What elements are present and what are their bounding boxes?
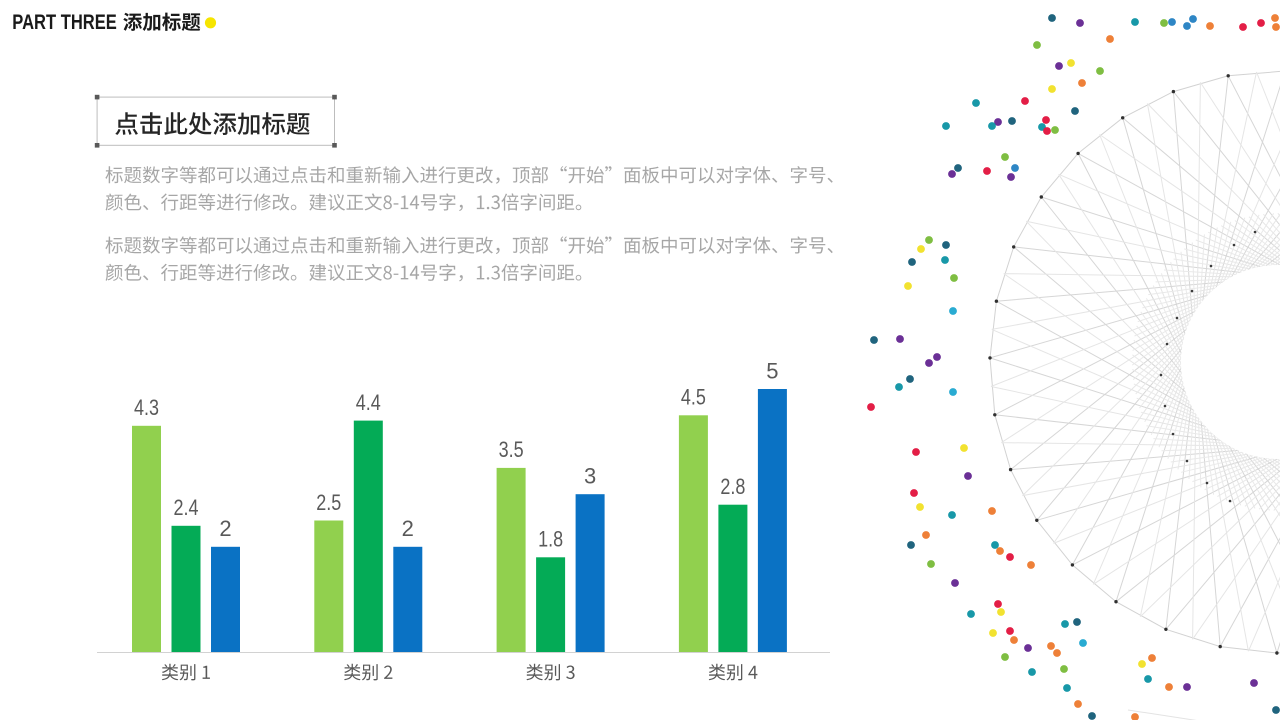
svg-text:5: 5 [766, 358, 778, 383]
svg-text:2.4: 2.4 [174, 495, 199, 520]
svg-text:3.5: 3.5 [499, 437, 524, 462]
svg-text:3: 3 [584, 464, 596, 489]
svg-text:1.8: 1.8 [538, 527, 563, 552]
svg-text:2: 2 [402, 516, 414, 541]
svg-text:2.5: 2.5 [316, 490, 341, 515]
svg-text:4.3: 4.3 [134, 395, 159, 420]
svg-text:2.8: 2.8 [720, 474, 745, 499]
svg-text:4.4: 4.4 [356, 390, 381, 415]
svg-text:4.5: 4.5 [681, 385, 706, 410]
svg-text:PART THREE: PART THREE [12, 11, 117, 34]
svg-text:2: 2 [219, 516, 231, 541]
